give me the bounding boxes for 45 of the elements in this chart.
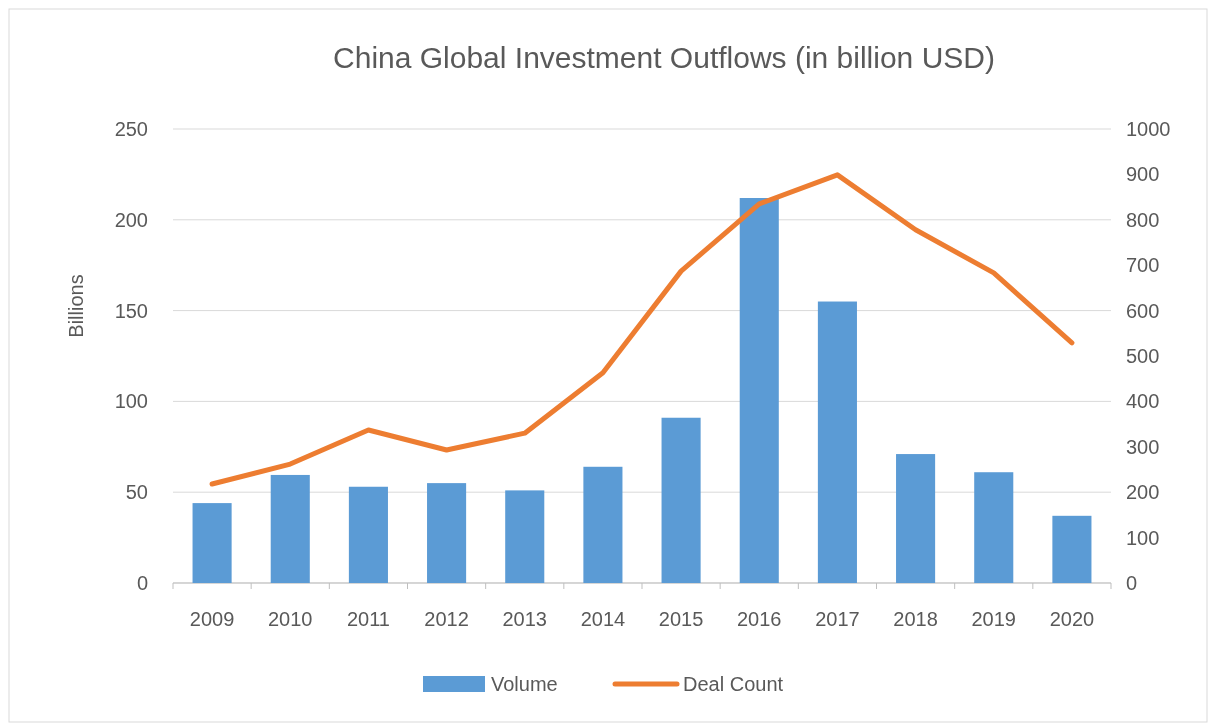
bar	[739, 198, 779, 583]
y2-tick-label: 200	[1126, 481, 1160, 504]
y2-tick-label: 700	[1126, 254, 1160, 277]
y-tick-label: 50	[125, 481, 148, 504]
y-axis-title: Billions	[65, 274, 87, 338]
x-tick-label: 2020	[1049, 608, 1095, 630]
x-tick-label: 2016	[737, 608, 782, 630]
bar	[817, 301, 857, 583]
x-tick-label: 2009	[189, 608, 235, 630]
bar	[505, 490, 545, 583]
legend-label: Volume	[491, 673, 558, 695]
x-tick-label: 2014	[580, 608, 626, 630]
bar	[974, 472, 1014, 583]
bar	[1052, 515, 1092, 583]
chart-title: China Global Investment Outflows (in billion USD)	[333, 41, 995, 74]
y2-tick-label: 500	[1126, 345, 1160, 367]
x-tick-label: 2010	[268, 608, 313, 630]
y2-tick-label: 100	[1126, 526, 1160, 549]
bar	[348, 486, 388, 583]
y-tick-label: 150	[114, 299, 148, 322]
y-tick-label: 200	[114, 208, 148, 231]
bar	[192, 503, 232, 583]
x-tick-label: 2013	[502, 608, 547, 630]
x-tick-label: 2012	[424, 608, 469, 630]
y-tick-label: 250	[114, 118, 148, 140]
bar	[270, 474, 310, 583]
y2-tick-label: 900	[1126, 163, 1160, 186]
x-tick-label: 2015	[658, 608, 704, 630]
x-tick-label: 2017	[815, 608, 860, 630]
x-tick-label: 2019	[971, 608, 1016, 630]
y2-tick-label: 300	[1126, 435, 1160, 458]
y2-tick-label: 400	[1126, 390, 1160, 413]
bar	[896, 454, 936, 583]
bar	[583, 466, 623, 583]
bar	[661, 417, 701, 583]
y2-tick-label: 800	[1126, 208, 1160, 231]
legend-label: Deal Count	[683, 673, 784, 695]
bar	[427, 483, 467, 583]
y2-tick-label: 600	[1126, 299, 1160, 322]
y-tick-label: 100	[114, 390, 148, 413]
y2-tick-label: 1000	[1126, 118, 1171, 140]
y-tick-label: 0	[136, 572, 148, 594]
y2-tick-label: 0	[1126, 572, 1138, 594]
x-tick-label: 2011	[346, 608, 390, 630]
x-tick-label: 2018	[893, 608, 938, 630]
